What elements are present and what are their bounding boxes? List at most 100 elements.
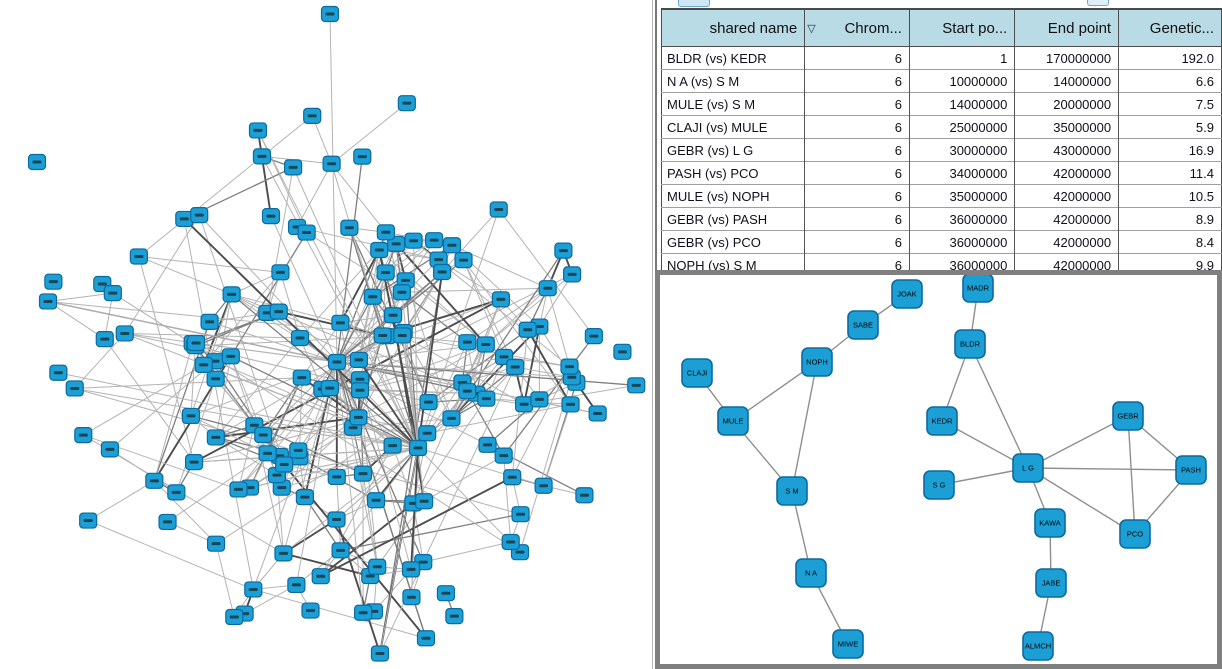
graph-node[interactable] bbox=[370, 645, 390, 662]
graph-node[interactable]: NOPH bbox=[801, 347, 833, 377]
table-cell[interactable]: 11.4 bbox=[1118, 161, 1222, 185]
graph-edge[interactable] bbox=[1027, 467, 1136, 535]
graph-node[interactable] bbox=[322, 155, 341, 172]
graph-node[interactable] bbox=[261, 207, 281, 225]
large-network-canvas[interactable] bbox=[0, 0, 655, 669]
graph-node[interactable] bbox=[401, 561, 421, 578]
graph-node[interactable] bbox=[103, 285, 122, 302]
graph-node[interactable] bbox=[289, 442, 308, 459]
graph-edge[interactable] bbox=[1027, 467, 1192, 471]
graph-edge[interactable] bbox=[1027, 415, 1129, 469]
graph-node[interactable] bbox=[349, 351, 368, 368]
graph-node[interactable]: PCO bbox=[1119, 519, 1151, 549]
graph-node[interactable] bbox=[27, 153, 47, 171]
graph-node[interactable] bbox=[404, 232, 423, 249]
graph-node[interactable] bbox=[206, 429, 225, 446]
table-cell[interactable]: 6 bbox=[804, 69, 910, 93]
table-cell[interactable]: 14000000 bbox=[1014, 69, 1119, 93]
table-cell[interactable]: 35000000 bbox=[1014, 115, 1119, 139]
graph-node[interactable] bbox=[373, 327, 392, 344]
table-cell[interactable]: 6 bbox=[804, 161, 910, 185]
graph-node[interactable] bbox=[530, 391, 549, 408]
graph-node[interactable] bbox=[397, 95, 416, 112]
graph-node[interactable] bbox=[184, 454, 204, 471]
graph-node[interactable] bbox=[349, 409, 368, 426]
table-cell[interactable]: 8.9 bbox=[1118, 207, 1222, 231]
graph-node[interactable]: ALMCH bbox=[1022, 631, 1054, 661]
graph-node[interactable] bbox=[458, 334, 477, 351]
table-cell[interactable]: 42000000 bbox=[1014, 161, 1119, 185]
graph-node[interactable] bbox=[477, 390, 496, 407]
graph-node[interactable]: SABE bbox=[847, 310, 879, 340]
table-row[interactable]: GEBR (vs) L G 6 30000000 43000000 16.9 bbox=[661, 138, 1222, 162]
table-cell[interactable]: 6 bbox=[804, 115, 910, 139]
table-row[interactable]: CLAJI (vs) MULE 6 25000000 35000000 5.9 bbox=[661, 115, 1222, 139]
table-row[interactable]: GEBR (vs) PASH 6 36000000 42000000 8.9 bbox=[661, 207, 1222, 231]
column-header[interactable]: Start po... bbox=[908, 9, 1015, 47]
graph-node[interactable] bbox=[327, 468, 346, 486]
graph-node[interactable] bbox=[442, 410, 461, 427]
table-cell[interactable]: 43000000 bbox=[1014, 138, 1119, 162]
graph-node[interactable] bbox=[429, 251, 448, 268]
graph-node[interactable] bbox=[244, 581, 263, 598]
table-row[interactable]: MULE (vs) S M 6 14000000 20000000 7.5 bbox=[661, 92, 1222, 116]
table-row[interactable]: BLDR (vs) KEDR 6 1 170000000 192.0 bbox=[661, 46, 1222, 70]
graph-node[interactable] bbox=[408, 439, 428, 457]
graph-node[interactable] bbox=[158, 513, 177, 531]
graph-node[interactable] bbox=[320, 5, 340, 23]
graph-node[interactable] bbox=[145, 472, 164, 489]
toolbar-tab-fragment[interactable] bbox=[678, 0, 710, 7]
table-cell[interactable]: 36000000 bbox=[908, 230, 1015, 254]
graph-node[interactable] bbox=[167, 484, 186, 501]
graph-node[interactable] bbox=[190, 206, 209, 224]
graph-node[interactable] bbox=[194, 356, 213, 373]
table-cell[interactable]: 42000000 bbox=[1014, 207, 1119, 231]
graph-node[interactable] bbox=[478, 436, 497, 453]
graph-node[interactable] bbox=[491, 291, 510, 308]
graph-node[interactable] bbox=[254, 426, 273, 444]
graph-node[interactable] bbox=[494, 447, 513, 464]
graph-node[interactable]: KAWA bbox=[1034, 508, 1066, 538]
table-cell[interactable]: 42000000 bbox=[1014, 184, 1119, 208]
table-cell[interactable]: N A (vs) S M bbox=[661, 69, 805, 93]
graph-node[interactable] bbox=[303, 107, 322, 124]
graph-node[interactable] bbox=[292, 369, 311, 386]
graph-node[interactable] bbox=[295, 489, 314, 506]
graph-node[interactable]: MIWE bbox=[832, 629, 864, 659]
graph-node[interactable] bbox=[489, 201, 508, 218]
graph-node[interactable] bbox=[511, 506, 530, 523]
table-cell[interactable]: GEBR (vs) PCO bbox=[661, 230, 805, 254]
graph-node[interactable] bbox=[297, 224, 316, 241]
graph-node[interactable]: CLAJI bbox=[681, 358, 713, 388]
graph-node[interactable] bbox=[476, 336, 495, 353]
graph-node[interactable] bbox=[200, 313, 219, 330]
graph-node[interactable]: JABE bbox=[1035, 568, 1067, 598]
graph-node[interactable] bbox=[376, 224, 395, 241]
graph-node[interactable]: PASH bbox=[1175, 455, 1207, 485]
column-header[interactable]: ▽ Chrom... bbox=[804, 9, 910, 47]
table-cell[interactable]: BLDR (vs) KEDR bbox=[661, 46, 805, 70]
graph-node[interactable] bbox=[393, 327, 412, 344]
table-cell[interactable]: 6 bbox=[804, 184, 910, 208]
graph-node[interactable] bbox=[74, 426, 93, 444]
table-cell[interactable]: 170000000 bbox=[1014, 46, 1119, 70]
graph-node[interactable] bbox=[271, 264, 290, 281]
graph-node[interactable] bbox=[350, 382, 370, 399]
graph-node[interactable] bbox=[376, 264, 395, 281]
graph-node[interactable] bbox=[415, 493, 434, 510]
graph-node[interactable] bbox=[383, 437, 402, 454]
graph-node[interactable] bbox=[269, 303, 288, 320]
table-cell[interactable]: 7.5 bbox=[1118, 92, 1222, 116]
graph-node[interactable]: MADR bbox=[962, 275, 994, 303]
table-cell[interactable]: 6 bbox=[804, 230, 910, 254]
graph-node[interactable] bbox=[514, 396, 534, 413]
table-cell[interactable]: GEBR (vs) L G bbox=[661, 138, 805, 162]
graph-node[interactable] bbox=[370, 241, 389, 259]
graph-node[interactable] bbox=[206, 535, 226, 552]
graph-node[interactable] bbox=[518, 321, 537, 338]
graph-node[interactable]: L G bbox=[1012, 453, 1044, 483]
graph-node[interactable] bbox=[100, 441, 120, 458]
table-cell[interactable]: 30000000 bbox=[908, 138, 1015, 162]
graph-node[interactable] bbox=[258, 445, 277, 462]
graph-node[interactable] bbox=[327, 511, 346, 528]
